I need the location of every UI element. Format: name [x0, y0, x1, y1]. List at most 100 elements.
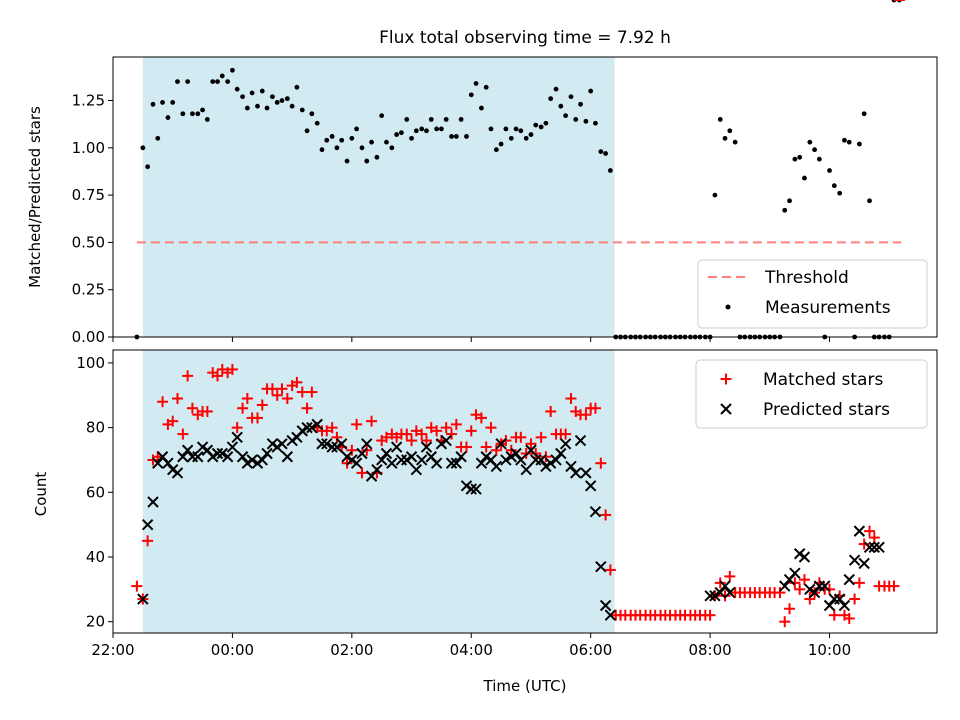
predicted-star-point [490, 460, 503, 473]
matched-star-point [142, 535, 154, 547]
legend-predicted-swatch [720, 403, 732, 415]
predicted-star-point [375, 454, 388, 466]
measurement-point [319, 147, 325, 153]
predicted-star-point-b [221, 451, 234, 463]
matched-star-point [784, 603, 796, 615]
predicted-star-point-b [500, 454, 512, 466]
measurement-point [249, 90, 255, 96]
predicted-star-point [216, 447, 228, 460]
predicted-star-point [599, 599, 612, 612]
matched-star-point [237, 402, 249, 414]
measurement-point [831, 183, 837, 189]
measurement-point [588, 88, 594, 94]
predicted-star-point-b [485, 454, 497, 466]
predicted-star-point-b [843, 573, 855, 586]
predicted-star-point [386, 457, 398, 469]
matched-star-point [505, 444, 517, 456]
measurement-point [314, 120, 320, 126]
predicted-star-point [724, 586, 736, 599]
matched-star-point [406, 435, 418, 447]
predicted-star-point [162, 457, 174, 469]
measurement-point [255, 103, 260, 109]
measurement-point [225, 79, 231, 84]
predicted-star-point-b [390, 441, 403, 453]
predicted-star-point-b [156, 451, 169, 463]
measurement-point [140, 145, 146, 151]
matched-star-point [276, 383, 288, 395]
predicted-star-point [147, 496, 159, 508]
predicted-star-point-b [261, 447, 273, 460]
measurement-point [289, 103, 295, 109]
predicted-star-point [555, 447, 567, 460]
predicted-star-point-b [873, 541, 885, 553]
matched-star-point [301, 402, 313, 414]
measurement-point [150, 101, 156, 107]
matched-star-point [266, 383, 278, 395]
predicted-star-point-b [386, 457, 398, 469]
predicted-star-point-b [490, 460, 503, 473]
measurement-point [712, 192, 718, 198]
x-tick-label: 08:00 [688, 641, 731, 659]
predicted-star-point-b [211, 447, 224, 460]
predicted-star-point-b [192, 451, 204, 463]
measurement-point [528, 132, 534, 137]
measurement-point [846, 139, 852, 145]
predicted-star-point [709, 590, 721, 602]
predicted-star-point [823, 599, 836, 612]
y-tick-label: 20 [86, 613, 105, 631]
predicted-star-point-b [141, 518, 154, 531]
matched-star-point [331, 431, 343, 443]
measurement-point [856, 141, 862, 147]
y-tick-label: 1.25 [72, 92, 105, 110]
predicted-star-point-b [405, 451, 418, 463]
matched-star-point [714, 577, 726, 589]
matched-star-point [326, 422, 338, 434]
predicted-star-point-b [515, 454, 527, 466]
bottom-axes-frame [112, 349, 938, 634]
matched-star-point [580, 409, 592, 421]
predicted-star-point-b [465, 483, 477, 495]
predicted-star-point-b [216, 447, 228, 460]
predicted-star-point-b [724, 586, 736, 599]
predicted-star-point-b [147, 496, 159, 508]
measurement-point [230, 67, 235, 73]
y-tick-label: 0.75 [72, 186, 105, 204]
matched-star-point [167, 415, 179, 427]
predicted-star-point-b [848, 554, 861, 566]
measurement-point [792, 156, 798, 162]
matched-star-point [211, 370, 223, 382]
predicted-star-point-b [868, 541, 881, 553]
measurement-point [518, 128, 524, 134]
measurement-point [428, 117, 434, 122]
matched-star-point [291, 376, 303, 388]
measurement-point [409, 135, 414, 141]
predicted-star-point-b [266, 438, 279, 450]
matched-star-point [306, 386, 318, 398]
matched-star-point [824, 583, 836, 595]
predicted-star-point-b [460, 480, 473, 492]
predicted-star-point [141, 518, 154, 531]
measurement-point [215, 79, 220, 84]
measurement-point [458, 117, 464, 122]
measurement-point [513, 126, 519, 132]
predicted-star-point [306, 421, 318, 434]
predicted-star-point-b [440, 434, 452, 447]
measurement-point [787, 198, 792, 204]
matched-star-point [241, 393, 253, 405]
predicted-star-point-b [306, 421, 318, 434]
measurement-point [294, 84, 300, 90]
matched-star-point [798, 574, 810, 586]
predicted-star-point [361, 438, 373, 450]
measurement-point [827, 168, 832, 173]
predicted-star-point-b [311, 418, 323, 431]
measurement-point [349, 135, 355, 141]
measurement-point [284, 96, 290, 102]
measurement-point [861, 111, 867, 117]
predicted-star-point [510, 447, 522, 460]
predicted-star-point-b [380, 447, 393, 460]
predicted-star-point-b [804, 583, 816, 596]
predicted-star-point-b [565, 460, 577, 473]
matched-star-point [704, 609, 716, 621]
bottom-y-axis-label: Count [32, 472, 50, 517]
predicted-star-point [181, 444, 194, 456]
